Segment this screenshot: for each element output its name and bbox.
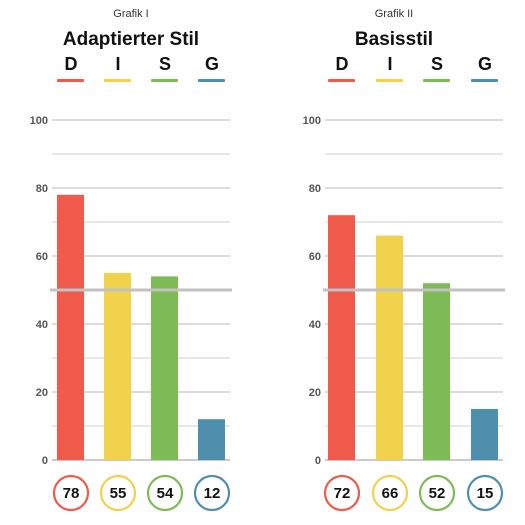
legend-label-g: G (477, 54, 492, 74)
value-circle-g (466, 474, 504, 512)
data-label-i: 55 (110, 485, 127, 502)
chart-title: Adaptierter Stil (62, 29, 200, 50)
legend-line-d (57, 79, 84, 82)
y-tick-label: 100 (303, 115, 321, 127)
y-tick-label: 20 (309, 387, 321, 399)
legend-line-g (198, 79, 225, 82)
legend-label-d: D (64, 54, 78, 74)
chart-caption: Grafik II (374, 8, 414, 20)
legend-line-s (423, 79, 450, 82)
value-circle-i (99, 474, 137, 512)
chart-panel-adaptierter-stil: Grafik I Adaptierter Stil D I S G 0 20 40 6… (0, 0, 262, 525)
value-circle-i (371, 474, 409, 512)
y-tick-label: 60 (36, 251, 48, 263)
bar-g (198, 419, 225, 460)
data-label-d: 78 (63, 485, 80, 502)
data-label-i: 66 (382, 485, 399, 502)
bar-chart: 0 20 40 60 80 100 72 66 52 15 (303, 115, 505, 512)
y-tick-label: 0 (42, 455, 48, 467)
legend-line-d (328, 79, 355, 82)
legend-label-i: I (387, 54, 393, 74)
value-circle-d (52, 474, 90, 512)
legend-line-i (104, 79, 131, 82)
legend-label-s: S (430, 54, 443, 74)
legend-line-g (471, 79, 498, 82)
data-label-d: 72 (334, 485, 351, 502)
y-tick-label: 40 (309, 319, 321, 331)
y-tick-label: 100 (30, 115, 48, 127)
y-tick-label: 60 (309, 251, 321, 263)
legend-label-d: D (335, 54, 349, 74)
y-tick-label: 20 (36, 387, 48, 399)
legend-label-i: I (115, 54, 121, 74)
data-label-s: 54 (157, 485, 174, 502)
value-circle-s (418, 474, 456, 512)
legend-label-g: G (204, 54, 219, 74)
data-label-g: 15 (477, 485, 494, 502)
chart-panel-basisstil: Grafik II Basisstil D I S G 0 20 40 60 80 100… (263, 0, 525, 525)
bar-i (104, 273, 131, 460)
value-circle-g (193, 474, 231, 512)
legend-label-s: S (158, 54, 171, 74)
legend-line-s (151, 79, 178, 82)
y-tick-label: 40 (36, 319, 48, 331)
data-label-s: 52 (429, 485, 446, 502)
value-circle-s (146, 474, 184, 512)
bar-d (328, 215, 355, 460)
bar-s (151, 276, 178, 460)
y-tick-label: 0 (315, 455, 321, 467)
bar-i (376, 235, 403, 460)
value-circle-d (323, 474, 361, 512)
y-tick-label: 80 (36, 183, 48, 195)
bar-chart: 0 20 40 60 80 100 78 55 54 12 (30, 115, 232, 512)
chart-caption: Grafik I (113, 8, 149, 20)
data-label-g: 12 (204, 485, 221, 502)
bar-g (471, 409, 498, 460)
bar-s (423, 283, 450, 460)
legend-line-i (376, 79, 403, 82)
y-tick-label: 80 (309, 183, 321, 195)
bar-d (57, 194, 84, 461)
chart-title: Basisstil (354, 29, 434, 50)
